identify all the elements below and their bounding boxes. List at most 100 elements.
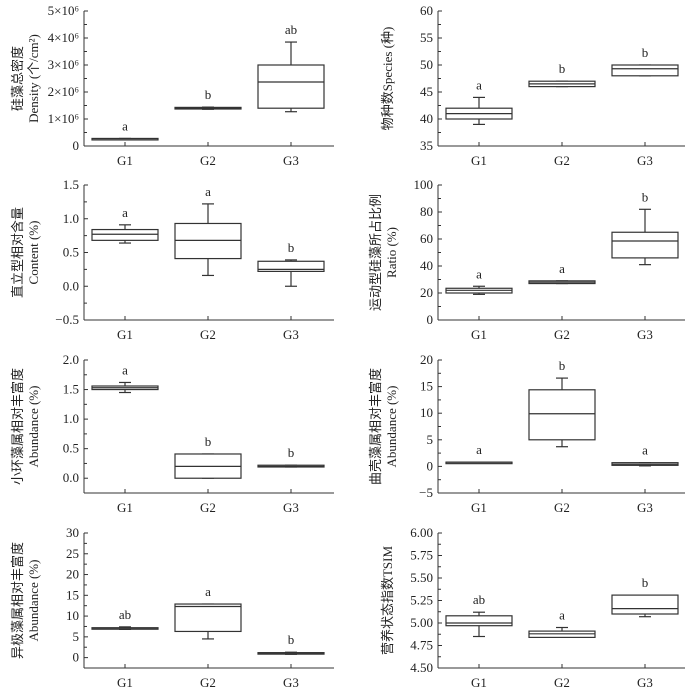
x-tick-label: G3: [283, 153, 299, 168]
y-tick-label: 45: [420, 84, 433, 99]
x-tick-label: G3: [283, 500, 299, 515]
significance-letter: b: [288, 445, 295, 460]
y-tick-label: −5: [419, 485, 433, 500]
y-tick-label: 0.0: [63, 470, 79, 485]
box-g1: a: [445, 266, 513, 295]
y-tick-label: 0.5: [63, 441, 79, 456]
y-tick-label: 4.50: [410, 660, 433, 675]
y-axis-label: 小环藻属相对丰富度: [10, 368, 25, 485]
box-g1: a: [91, 205, 159, 244]
y-tick-label: 2×10⁶: [48, 84, 79, 99]
x-tick-label: G2: [554, 327, 570, 342]
y-axis-label: 曲壳藻属相对丰富度: [368, 368, 383, 485]
significance-letter: a: [559, 608, 565, 623]
y-axis-label: Abundance (%): [26, 560, 41, 642]
x-tick-label: G1: [471, 153, 487, 168]
box-g3: b: [257, 240, 325, 287]
y-tick-label: 6.00: [410, 525, 433, 540]
box-g1: a: [91, 118, 159, 141]
x-tick-label: G1: [117, 500, 133, 515]
box-g3: b: [257, 445, 325, 468]
panel-2: 35 40 45 50 55 60 G1 G2 G3 物种数Species (种) a b b: [380, 3, 685, 168]
box-g3: a: [611, 443, 679, 467]
panel-8: 4.50 4.75 5.00 5.25 5.50 5.75 6.00 G1 G2 G3 营养状态指数…: [380, 525, 685, 690]
significance-letter: a: [122, 362, 128, 377]
x-tick-label: G3: [283, 675, 299, 690]
x-tick-label: G2: [554, 153, 570, 168]
y-tick-label: 1.0: [63, 411, 79, 426]
x-tick-label: G3: [637, 675, 653, 690]
box-g3: b: [611, 45, 679, 77]
y-axis-label: 异极藻属相对丰富度: [10, 542, 25, 659]
significance-letter: a: [205, 584, 211, 599]
panel-7: 0 5 10 15 20 25 30 G1 G2 G3 异极藻属相对丰富度 Abundance (%)…: [10, 525, 334, 690]
iqr-box: [174, 222, 242, 260]
x-tick-label: G1: [471, 327, 487, 342]
significance-letter: b: [559, 61, 566, 76]
significance-letter: b: [559, 358, 566, 373]
y-axis-label: Abundance (%): [384, 386, 399, 468]
y-axis-label: Content (%): [26, 221, 41, 285]
box-g2: a: [528, 608, 596, 639]
box-g3: b: [611, 575, 679, 618]
y-tick-label: 15: [420, 379, 433, 394]
y-tick-label: 0: [427, 458, 434, 473]
box-g2: a: [174, 584, 242, 640]
significance-letter: ab: [119, 607, 131, 622]
y-axis-label: 营养状态指数TSIM: [380, 546, 395, 656]
y-tick-label: 5: [73, 629, 80, 644]
iqr-box: [445, 615, 513, 627]
y-tick-label: 30: [66, 525, 79, 540]
y-tick-label: 1×10⁶: [48, 111, 79, 126]
y-tick-label: 1.5: [63, 382, 79, 397]
y-tick-label: 20: [420, 285, 433, 300]
y-tick-label: 10: [66, 608, 79, 623]
y-tick-label: 5.25: [410, 593, 433, 608]
significance-letter: b: [642, 575, 649, 590]
x-tick-label: G2: [200, 327, 216, 342]
y-tick-label: 1.5: [63, 177, 79, 192]
y-tick-label: 25: [66, 546, 79, 561]
y-tick-label: 80: [420, 204, 433, 219]
y-tick-label: 2.0: [63, 352, 79, 367]
y-tick-label: 5.75: [410, 548, 433, 563]
y-axis-label: 运动型硅藻所占比例: [368, 194, 383, 311]
y-tick-label: 4×10⁶: [48, 30, 79, 45]
y-tick-label: 0: [73, 138, 80, 153]
box-g2: b: [174, 87, 242, 110]
x-tick-label: G1: [117, 153, 133, 168]
box-g1: a: [91, 362, 159, 394]
box-g3: b: [257, 632, 325, 655]
y-axis-label: 物种数Species (种): [380, 27, 395, 131]
y-tick-label: 0.0: [63, 278, 79, 293]
y-tick-label: 40: [420, 111, 433, 126]
iqr-box: [91, 228, 159, 241]
y-tick-label: 50: [420, 57, 433, 72]
x-tick-label: G3: [283, 327, 299, 342]
box-g2: b: [174, 434, 242, 479]
box-g1: a: [445, 442, 513, 465]
x-tick-label: G1: [117, 327, 133, 342]
x-tick-label: G2: [200, 675, 216, 690]
x-tick-label: G2: [200, 153, 216, 168]
significance-letter: a: [476, 266, 482, 281]
x-tick-label: G1: [471, 500, 487, 515]
panel-5: 0.0 0.5 1.0 1.5 2.0 G1 G2 G3 小环藻属相对丰富度 Abundance …: [10, 352, 334, 515]
significance-letter: b: [642, 189, 649, 204]
significance-letter: ab: [285, 22, 297, 37]
box-g2: a: [528, 261, 596, 285]
x-tick-label: G2: [200, 500, 216, 515]
panel-4: 0 20 40 60 80 100 G1 G2 G3 运动型硅藻所占比例 Ratio (%) a a b: [368, 177, 685, 342]
y-tick-label: 15: [66, 587, 79, 602]
y-tick-label: 35: [420, 138, 433, 153]
x-tick-label: G1: [471, 675, 487, 690]
y-tick-label: 20: [420, 352, 433, 367]
iqr-box: [257, 260, 325, 272]
x-tick-label: G3: [637, 500, 653, 515]
y-tick-label: 5×10⁶: [48, 3, 79, 18]
iqr-box: [174, 603, 242, 633]
iqr-box: [528, 389, 596, 441]
panel-6: −5 0 5 10 15 20 G1 G2 G3 曲壳藻属相对丰富度 Abundance (%) a b…: [368, 352, 685, 515]
significance-letter: a: [122, 205, 128, 220]
